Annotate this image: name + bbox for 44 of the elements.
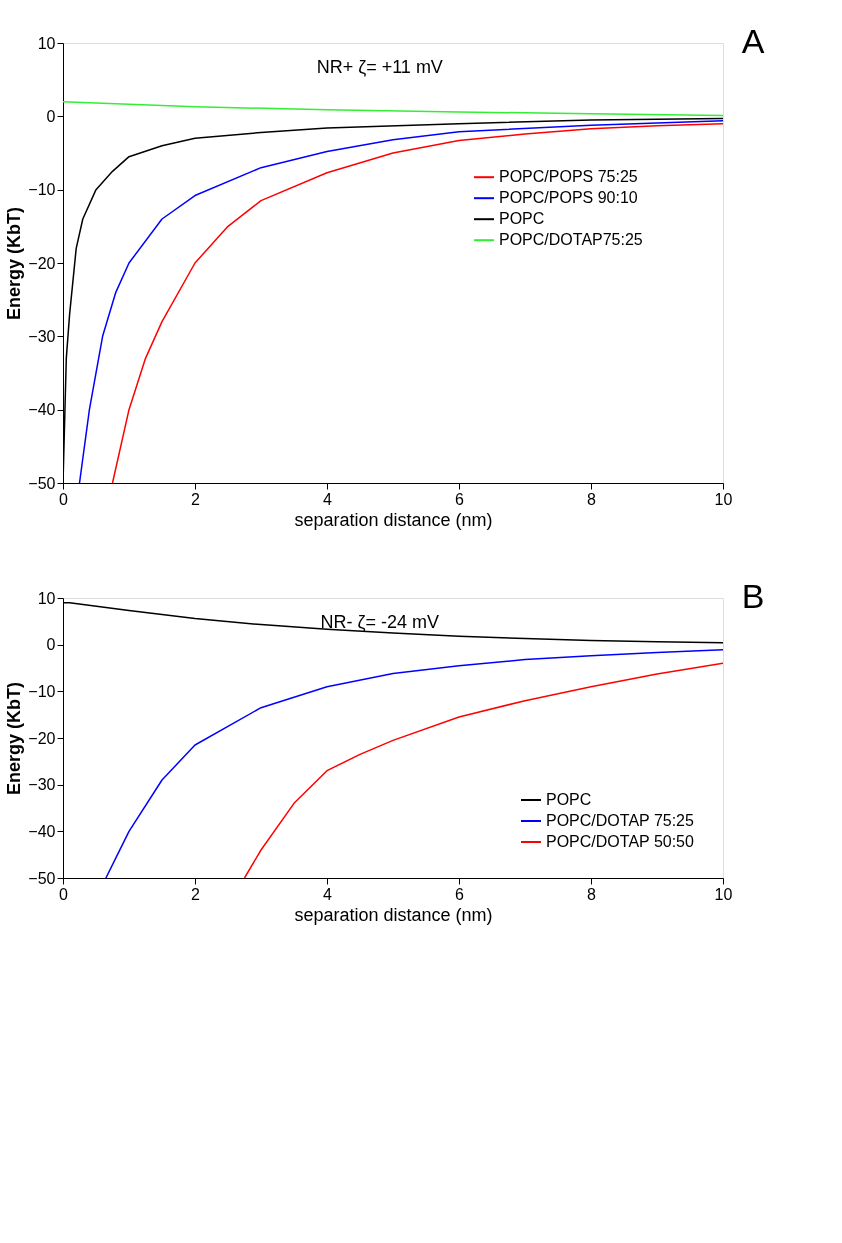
y-tick-label: −10 — [28, 181, 56, 199]
y-tick-label: 0 — [46, 107, 56, 125]
legend-label: POPC — [546, 791, 592, 808]
legend-label: POPC/POPS 90:10 — [499, 189, 638, 207]
y-tick-label: −40 — [28, 401, 56, 419]
y-tick-label: −40 — [28, 822, 56, 840]
x-tick-label: 0 — [59, 885, 69, 903]
legend-label: POPC/DOTAP75:25 — [499, 231, 643, 249]
x-tick-label: 6 — [455, 490, 465, 508]
y-tick-label: −50 — [28, 869, 56, 887]
x-tick-label: 2 — [191, 885, 201, 903]
line-series — [63, 100, 723, 117]
y-tick-label: 0 — [46, 636, 56, 654]
text: A — [741, 22, 765, 60]
x-tick-label: 2 — [191, 490, 201, 508]
legend-label: POPC — [499, 210, 545, 228]
x-tick-label: 8 — [587, 885, 597, 903]
x-tick-label: 10 — [714, 885, 733, 903]
y-tick-label: −30 — [28, 776, 56, 794]
x-axis-title: separation distance (nm) — [294, 904, 493, 925]
x-tick-label: 8 — [587, 490, 597, 508]
y-axis-title: Energy (KbT) — [4, 681, 25, 796]
x-axis-title: separation distance (nm) — [294, 509, 493, 530]
x-tick-label: 4 — [323, 885, 333, 903]
x-tick-label: 6 — [455, 885, 465, 903]
y-tick-label: −20 — [28, 254, 56, 272]
x-tick-label: 4 — [323, 490, 333, 508]
annotation: NR- ζ= -24 mV — [320, 612, 440, 632]
y-tick-label: −20 — [28, 729, 56, 747]
y-tick-label: −50 — [28, 474, 56, 492]
y-tick-label: 10 — [37, 589, 56, 607]
line-series — [243, 662, 723, 878]
annotation: NR+ ζ= +11 mV — [316, 57, 443, 77]
legend-label: POPC/DOTAP 50:50 — [546, 833, 695, 850]
y-tick-label: −30 — [28, 327, 56, 345]
y-tick-label: −10 — [28, 682, 56, 700]
line-series — [105, 649, 723, 878]
y-axis-title: Energy (KbT) — [4, 206, 25, 321]
text: B — [741, 577, 765, 615]
legend-label: POPC/POPS 75:25 — [499, 168, 638, 186]
x-tick-label: 0 — [59, 490, 69, 508]
y-tick-label: 10 — [37, 34, 56, 52]
x-tick-label: 10 — [714, 490, 733, 508]
legend-label: POPC/DOTAP 75:25 — [546, 812, 695, 829]
